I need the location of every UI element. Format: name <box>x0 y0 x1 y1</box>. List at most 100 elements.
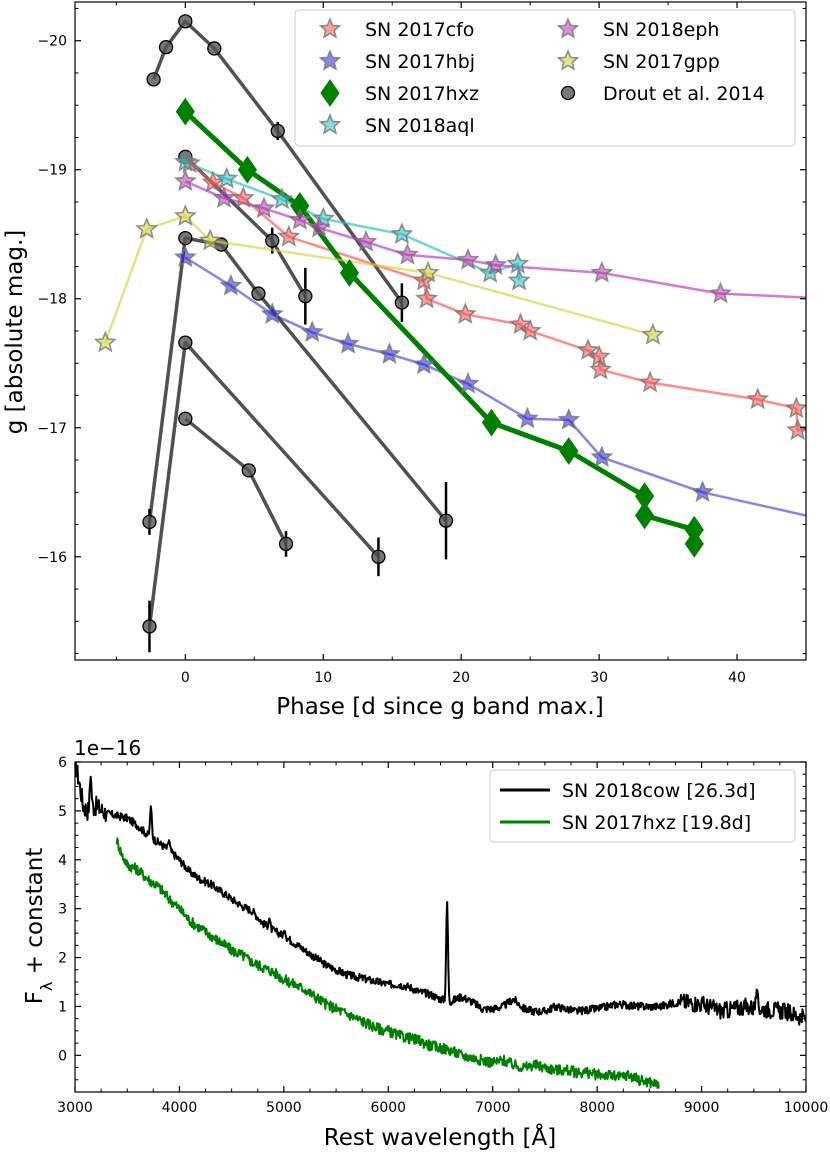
drout-point <box>371 549 386 564</box>
spectra-legend-label: SN 2018cow [26.3d] <box>562 780 756 802</box>
spectra-y-axis-label-main: F <box>22 991 48 1004</box>
drout-point <box>178 335 193 350</box>
drout-point <box>142 619 157 634</box>
legend-label: SN 2018eph <box>603 19 719 41</box>
data-point-sn-2017hxz <box>559 437 579 465</box>
data-point-sn-2018aql <box>270 187 294 210</box>
data-point-sn-2017hbj <box>336 331 360 354</box>
legend-label: SN 2017hxz <box>365 83 479 105</box>
spectrum-line-sn-2017hxz <box>115 837 660 1089</box>
data-point-sn-2017hxz <box>684 530 704 558</box>
data-point-sn-2017cfo <box>746 387 770 410</box>
data-point-sn-2018eph <box>354 229 378 252</box>
spectra-y-tick-label: 5 <box>58 804 67 820</box>
spectra-legend-label: SN 2017hxz [19.8d] <box>562 812 751 834</box>
data-point-sn-2017cfo <box>786 418 806 441</box>
spectra-y-axis-label: Fλ + constant <box>22 848 56 1005</box>
legend-marker-star <box>318 112 342 135</box>
data-point-sn-2017hbj <box>557 407 581 430</box>
spectra-x-tick-label: 6000 <box>370 1100 406 1116</box>
drout-point <box>178 411 193 426</box>
spectra-x-tick-label: 10000 <box>784 1100 829 1116</box>
data-point-sn-2018aql <box>506 251 530 274</box>
drout-point <box>394 295 410 310</box>
legend-label: SN 2017gpp <box>603 51 720 73</box>
y-tick-label: −19 <box>37 163 67 179</box>
light-curve-legend: SN 2017cfo SN 2017hbj SN 2017hxz SN 2018aql… <box>294 9 796 147</box>
data-point-sn-2017cfo <box>231 186 255 208</box>
light-curve-panel: 0 10 20 30 40 −16 −17 −18 −19 −20 Phase [d since … <box>2 1 807 720</box>
drout-point <box>241 463 256 478</box>
x-tick-label: 0 <box>181 670 190 686</box>
y-tick-label: −20 <box>37 34 67 50</box>
legend-marker-star <box>556 16 580 39</box>
data-point-sn-2017hxz <box>237 155 258 184</box>
legend-label: Drout et al. 2014 <box>603 83 765 105</box>
data-point-sn-2018eph <box>307 215 331 238</box>
data-point-sn-2017hbj <box>173 245 197 268</box>
data-point-sn-2018eph <box>456 247 480 270</box>
data-point-sn-2017hbj <box>590 445 614 468</box>
drout-curve-line <box>147 340 380 627</box>
data-point-sn-2017hbj <box>456 371 480 394</box>
data-point-sn-2018eph <box>590 260 614 283</box>
data-point-sn-2017hbj <box>378 342 402 365</box>
spectra-x-tick-label: 7000 <box>475 1100 511 1116</box>
y-tick-label: −17 <box>37 421 67 437</box>
data-point-sn-2017hbj <box>515 406 539 429</box>
data-point-sn-2018eph <box>252 196 276 219</box>
data-point-sn-2017gpp <box>135 217 159 239</box>
data-point-sn-2017gpp <box>93 330 117 353</box>
legend-label: SN 2017hbj <box>365 51 475 73</box>
spectra-y-tick-label: 0 <box>58 1048 67 1064</box>
data-point-sn-2018eph <box>395 242 419 265</box>
spectra-y-offset-label: 1e−16 <box>74 736 141 760</box>
data-point-sn-2018eph <box>173 169 197 192</box>
data-point-sn-2017hbj <box>300 320 324 343</box>
spectrum-line-sn-2018cow <box>75 762 806 1026</box>
drout-point <box>298 289 313 304</box>
drout-point <box>438 513 454 528</box>
data-point-sn-2017cfo <box>277 224 301 247</box>
data-point-sn-2017cfo <box>415 286 439 309</box>
x-tick-label: 10 <box>314 670 332 686</box>
data-point-sn-2017cfo <box>453 302 477 324</box>
spectra-legend: SN 2018cow [26.3d] SN 2017hxz [19.8d] <box>489 769 796 843</box>
data-point-sn-2018aql <box>215 166 239 189</box>
data-point-sn-2017gpp <box>416 260 440 283</box>
spectra-y-tick-label: 6 <box>58 755 67 771</box>
spectra-y-tick-label: 3 <box>58 902 67 918</box>
drout-point <box>265 233 280 248</box>
spectra-x-tick-label: 9000 <box>684 1100 720 1116</box>
spectra-x-tick-label: 3000 <box>57 1100 93 1116</box>
data-point-sn-2017cfo <box>784 396 806 419</box>
legend-label: SN 2018aql <box>365 115 475 137</box>
legend-marker-diamond <box>320 79 340 107</box>
drout-point <box>178 230 193 246</box>
data-point-sn-2018aql <box>390 222 414 244</box>
spectra-x-tick-label: 4000 <box>162 1100 198 1116</box>
data-point-sn-2017cfo <box>518 318 542 341</box>
data-point-sn-2017hxz <box>339 259 360 287</box>
data-point-sn-2018eph <box>484 253 508 276</box>
drout-point <box>146 72 161 87</box>
data-point-sn-2018eph <box>288 207 312 230</box>
drout-point <box>270 123 285 139</box>
series-line-sn-2017hxz <box>183 109 697 544</box>
data-point-sn-2017hbj <box>219 273 243 296</box>
y-tick-label: −18 <box>37 292 67 308</box>
spectra-y-tick-label: 1 <box>58 999 67 1015</box>
x-tick-label: 30 <box>590 670 608 686</box>
drout-point <box>142 514 157 530</box>
data-point-sn-2017hbj <box>260 302 284 325</box>
data-point-sn-2017cfo <box>638 370 662 393</box>
data-point-sn-2017gpp <box>641 322 665 345</box>
data-point-sn-2017gpp <box>173 204 197 227</box>
spectra-legend-box <box>489 769 796 843</box>
series-line-sn-2017gpp <box>104 214 654 344</box>
data-point-sn-2017gpp <box>198 228 222 251</box>
data-point-sn-2017hxz <box>175 97 195 126</box>
drout-point <box>251 286 266 301</box>
data-point-sn-2017hxz <box>635 501 655 530</box>
y-tick-label: −16 <box>37 550 67 566</box>
